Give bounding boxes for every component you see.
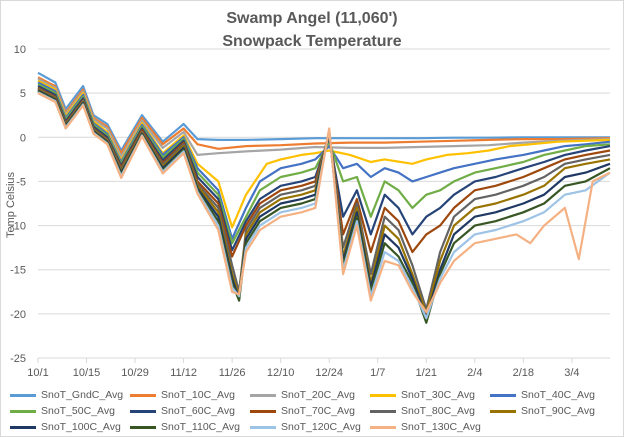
- series-line-snot-80c-avg: [37, 87, 611, 311]
- legend-row: SnoT_50C_Avg SnoT_60C_Avg SnoT_70C_Avg SnoT…: [10, 403, 620, 419]
- chart-legend: SnoT_GndC_Avg SnoT_10C_Avg SnoT_20C_Avg Sno…: [10, 387, 620, 435]
- legend-item: SnoT_100C_Avg: [10, 419, 130, 435]
- legend-label: SnoT_20C_Avg: [281, 389, 355, 401]
- legend-label: SnoT_30C_Avg: [401, 389, 475, 401]
- legend-label: SnoT_110C_Avg: [161, 421, 241, 433]
- legend-label: SnoT_130C_Avg: [401, 421, 481, 433]
- series-line-snot-110c-avg: [37, 90, 611, 324]
- legend-label: SnoT_80C_Avg: [401, 405, 475, 417]
- y-tick-label: -5: [16, 176, 26, 188]
- legend-row: SnoT_100C_Avg SnoT_110C_Avg SnoT_120C_Avg S…: [10, 419, 620, 435]
- legend-item: SnoT_60C_Avg: [130, 403, 250, 419]
- y-axis-label: Temp Celsius: [5, 171, 17, 238]
- legend-row: SnoT_GndC_Avg SnoT_10C_Avg SnoT_20C_Avg Sno…: [10, 387, 620, 403]
- legend-label: SnoT_10C_Avg: [161, 389, 235, 401]
- series-line-snot-130c-avg: [37, 92, 611, 314]
- legend-item: SnoT_GndC_Avg: [10, 387, 130, 403]
- chart-title: Swamp Angel (11,060'): [226, 10, 398, 27]
- x-tick-label: 12/10: [267, 367, 295, 379]
- y-tick-label: -25: [10, 353, 26, 365]
- legend-label: SnoT_40C_Avg: [521, 389, 595, 401]
- series-line-snot-100c-avg: [37, 89, 611, 320]
- y-tick-label: -15: [10, 265, 26, 277]
- legend-swatch: [370, 425, 396, 429]
- legend-label: SnoT_50C_Avg: [41, 405, 115, 417]
- legend-swatch: [10, 409, 36, 413]
- legend-item: SnoT_50C_Avg: [10, 403, 130, 419]
- series-line-snot-90c-avg: [37, 88, 611, 315]
- series-line-snot-120c-avg: [37, 91, 611, 320]
- x-tick-label: 1/21: [416, 367, 437, 379]
- chart-subtitle: Snowpack Temperature: [222, 33, 402, 50]
- legend-item: SnoT_130C_Avg: [370, 419, 490, 435]
- legend-item: SnoT_40C_Avg: [490, 387, 610, 403]
- legend-item: SnoT_120C_Avg: [250, 419, 370, 435]
- legend-item: SnoT_90C_Avg: [490, 403, 610, 419]
- legend-label: SnoT_90C_Avg: [521, 405, 595, 417]
- series-line-snot-30c-avg: [37, 79, 611, 229]
- legend-swatch: [10, 425, 36, 429]
- x-tick-label: 10/15: [73, 367, 101, 379]
- x-tick-label: 2/4: [467, 367, 482, 379]
- legend-label: SnoT_100C_Avg: [41, 421, 121, 433]
- y-tick-label: 5: [20, 88, 26, 100]
- legend-swatch: [250, 425, 276, 429]
- legend-item: SnoT_110C_Avg: [130, 419, 250, 435]
- legend-label: SnoT_GndC_Avg: [41, 389, 124, 401]
- x-tick-label: 2/18: [513, 367, 534, 379]
- x-tick-label: 1/7: [370, 367, 385, 379]
- legend-label: SnoT_120C_Avg: [281, 421, 361, 433]
- y-tick-label: 10: [14, 44, 26, 56]
- legend-swatch: [490, 393, 516, 397]
- x-tick-label: 10/1: [27, 367, 48, 379]
- legend-label: SnoT_60C_Avg: [161, 405, 235, 417]
- legend-item: SnoT_20C_Avg: [250, 387, 370, 403]
- legend-swatch: [490, 409, 516, 413]
- legend-swatch: [370, 393, 396, 397]
- legend-item: SnoT_80C_Avg: [370, 403, 490, 419]
- legend-swatch: [250, 393, 276, 397]
- legend-swatch: [10, 393, 36, 397]
- legend-label: SnoT_70C_Avg: [281, 405, 355, 417]
- legend-item: SnoT_30C_Avg: [370, 387, 490, 403]
- legend-swatch: [130, 393, 156, 397]
- legend-swatch: [250, 409, 276, 413]
- legend-swatch: [130, 409, 156, 413]
- y-tick-label: 0: [20, 132, 26, 144]
- legend-item: SnoT_10C_Avg: [130, 387, 250, 403]
- x-tick-label: 12/24: [315, 367, 343, 379]
- y-tick-label: -20: [10, 309, 26, 321]
- legend-swatch: [130, 425, 156, 429]
- x-tick-label: 10/29: [121, 367, 149, 379]
- y-tick-label: -10: [10, 221, 26, 233]
- x-tick-label: 11/26: [219, 367, 246, 379]
- legend-swatch: [370, 409, 396, 413]
- x-tick-label: 3/4: [564, 367, 579, 379]
- x-tick-label: 11/12: [170, 367, 197, 379]
- legend-item: SnoT_70C_Avg: [250, 403, 370, 419]
